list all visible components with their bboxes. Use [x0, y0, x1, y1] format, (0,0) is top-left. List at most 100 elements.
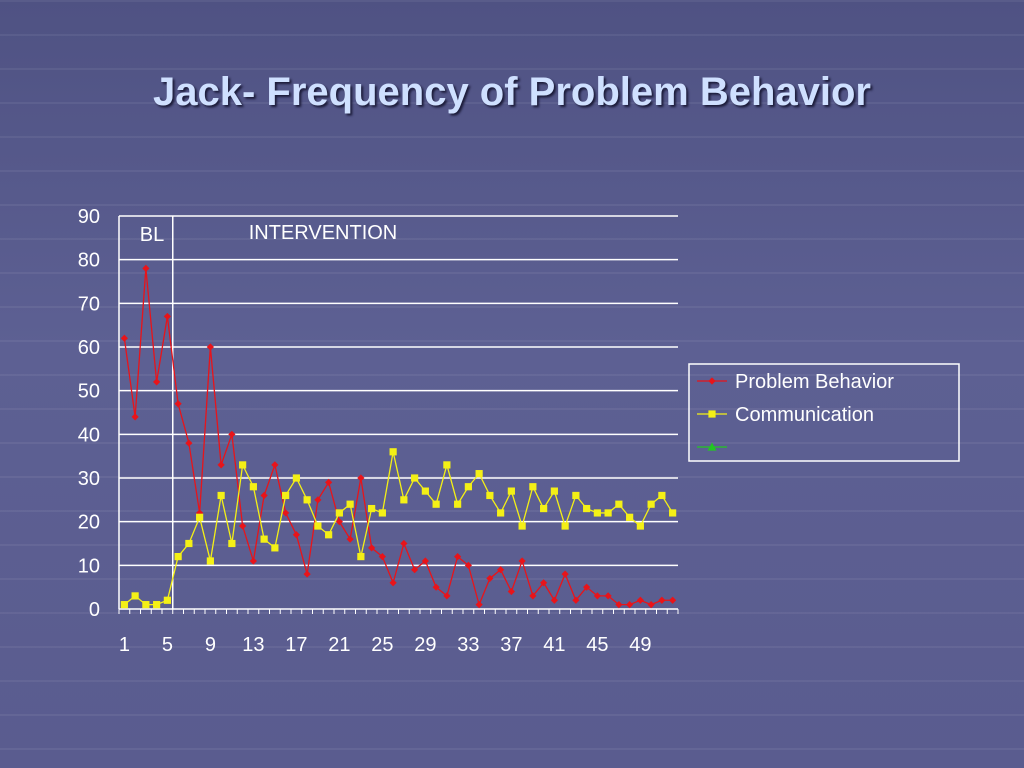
data-point-problem-behavior [593, 592, 601, 600]
data-point-problem-behavior [303, 570, 311, 578]
data-point-problem-behavior [432, 583, 440, 591]
data-point-problem-behavior [529, 592, 537, 600]
data-point-problem-behavior [335, 518, 343, 526]
data-point-communication [561, 522, 569, 530]
data-point-problem-behavior [378, 553, 386, 561]
y-tick-label: 60 [78, 337, 100, 359]
data-point-communication [529, 483, 537, 491]
x-tick-label: 33 [457, 634, 479, 656]
data-point-problem-behavior [282, 509, 290, 517]
data-point-communication [260, 535, 268, 543]
data-point-problem-behavior [550, 596, 558, 604]
data-point-problem-behavior [421, 557, 429, 565]
data-point-communication [518, 522, 526, 530]
data-point-problem-behavior [615, 601, 623, 609]
data-point-problem-behavior [131, 413, 139, 421]
legend-marker-series-2 [707, 442, 717, 451]
data-point-communication [389, 448, 397, 456]
data-point-problem-behavior [174, 400, 182, 408]
x-tick-label: 17 [285, 634, 307, 656]
data-point-communication [368, 504, 376, 513]
y-tick-label: 70 [78, 293, 100, 315]
data-point-problem-behavior [518, 557, 526, 565]
data-point-communication [282, 491, 290, 500]
data-point-problem-behavior [153, 378, 161, 386]
legend-label-communication: Communication [735, 404, 874, 426]
data-point-problem-behavior [206, 343, 214, 351]
data-point-communication [636, 522, 644, 530]
data-point-communication [550, 487, 558, 495]
data-point-communication [464, 483, 472, 491]
data-point-communication [540, 504, 548, 513]
data-point-problem-behavior [120, 334, 128, 342]
data-point-communication [174, 553, 182, 561]
y-tick-label: 10 [78, 555, 100, 577]
data-point-communication [507, 487, 515, 495]
series-line-problem-behavior [123, 268, 673, 607]
y-tick-labels: 0 10 20 30 40 50 60 70 80 90 [78, 206, 100, 621]
data-point-problem-behavior [260, 491, 268, 500]
data-point-communication [647, 500, 655, 508]
data-point-communication [443, 461, 451, 469]
x-tick-label: 45 [586, 634, 608, 656]
data-point-communication [325, 531, 333, 539]
legend-marker-problem-behavior [708, 377, 716, 385]
annotation-bl: BL [140, 224, 164, 246]
data-point-communication [335, 509, 343, 517]
annotation-intervention: INTERVENTION [249, 222, 398, 244]
data-point-problem-behavior [163, 312, 171, 321]
data-point-communication [131, 592, 139, 600]
legend-label-problem-behavior: Problem Behavior [735, 371, 894, 393]
data-point-communication [303, 496, 311, 504]
x-tick-label: 49 [629, 634, 651, 656]
data-point-problem-behavior [540, 579, 548, 587]
y-tick-label: 30 [78, 468, 100, 490]
x-tick-label: 37 [500, 634, 522, 656]
data-point-problem-behavior [507, 587, 515, 596]
x-tick-label: 5 [162, 634, 173, 656]
data-point-communication [228, 539, 236, 548]
data-point-problem-behavior [647, 601, 655, 609]
data-point-problem-behavior [583, 583, 591, 591]
x-tick-label: 21 [328, 634, 350, 656]
data-point-problem-behavior [368, 544, 376, 552]
data-point-communication [572, 491, 580, 500]
data-point-problem-behavior [142, 264, 150, 272]
data-point-problem-behavior [572, 596, 580, 604]
data-point-communication [486, 491, 494, 500]
data-point-problem-behavior [486, 574, 494, 583]
data-point-communication [249, 483, 257, 491]
x-tick-label: 9 [205, 634, 216, 656]
data-point-communication [163, 596, 171, 604]
data-point-communication [626, 513, 634, 521]
data-point-problem-behavior [292, 531, 300, 539]
data-point-communication [346, 500, 354, 508]
data-point-problem-behavior [239, 522, 247, 530]
data-point-communication [604, 509, 612, 517]
data-point-communication [593, 509, 601, 517]
y-tick-label: 90 [78, 206, 100, 228]
data-point-problem-behavior [249, 557, 257, 565]
series-line-communication [123, 451, 674, 606]
data-point-communication [314, 522, 322, 530]
legend-marker-communication [708, 410, 716, 418]
x-tick-labels: 1 5 9 13 17 21 25 29 33 37 41 45 49 [118, 609, 679, 656]
data-point-problem-behavior [411, 566, 419, 574]
data-point-communication [454, 500, 462, 508]
data-point-communication [206, 557, 214, 565]
data-point-communication [475, 470, 483, 478]
data-point-problem-behavior [658, 596, 666, 604]
data-point-problem-behavior [346, 535, 354, 543]
data-point-communication [497, 509, 505, 517]
y-tick-label: 80 [78, 250, 100, 272]
data-point-communication [217, 491, 225, 500]
data-point-problem-behavior [185, 439, 193, 447]
data-point-problem-behavior [389, 579, 397, 587]
data-point-problem-behavior [357, 474, 365, 482]
axes [118, 216, 678, 610]
data-point-problem-behavior [475, 601, 483, 609]
data-point-problem-behavior [228, 430, 236, 438]
data-point-problem-behavior [669, 596, 677, 604]
